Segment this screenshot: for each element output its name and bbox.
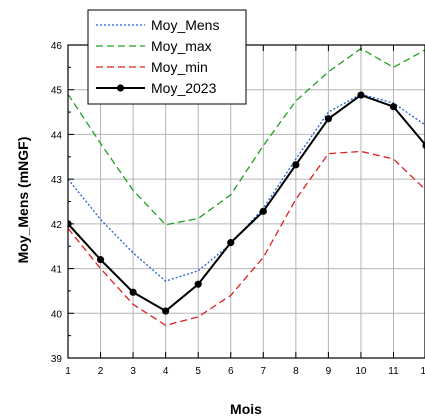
y-tick-label: 45 [51,86,63,97]
series-line-moy-2023 [68,94,425,313]
y-tick-label: 41 [51,265,63,276]
data-point [129,288,137,296]
grid [68,45,425,358]
x-tick-label: 10 [355,366,367,377]
legend-label: Moy_max [151,38,212,54]
x-tick-label: 2 [98,366,104,377]
x-tick-label: 9 [326,366,332,377]
y-tick-label: 40 [51,309,63,320]
data-point [324,115,332,123]
data-point [227,239,235,247]
x-tick-label: 1 [65,366,71,377]
legend-label: Moy_Mens [151,17,219,33]
x-tick-label: 8 [293,366,299,377]
legend-label: Moy_min [151,59,208,75]
x-tick-label: 6 [228,366,234,377]
x-tick-label: 3 [130,366,136,377]
x-tick-label: 11 [388,366,399,377]
series-line-moy-max [68,47,425,226]
data-point [162,307,170,315]
y-tick-label: 46 [51,41,63,52]
y-tick-label: 39 [51,354,63,365]
series-line-moy-min [68,150,425,327]
data-point [259,207,267,215]
x-tick-label: 12 [420,366,425,377]
data-point [96,256,105,264]
data-point [194,280,202,288]
series-layer [68,47,425,327]
legend-marker [116,84,125,92]
tick-labels: 1234567891011123940414243444546 [51,41,425,377]
data-point [357,91,365,99]
x-tick-label: 4 [163,366,169,377]
x-tick-label: 7 [261,366,267,377]
y-tick-label: 44 [51,130,63,141]
legend: Moy_Mens Moy_max Moy_min Moy_2023 [87,9,247,105]
y-tick-label: 43 [51,175,63,186]
series-line-moy-mens [68,93,425,282]
legend-label: Moy_2023 [151,80,217,96]
data-point [422,142,425,150]
data-point [292,161,300,169]
x-axis-title: Mois [230,401,262,417]
x-tick-label: 5 [195,366,201,377]
data-point [389,103,398,111]
y-tick-label: 42 [51,220,63,231]
y-axis-title: Moy_Mens (mNGF) [15,137,31,264]
